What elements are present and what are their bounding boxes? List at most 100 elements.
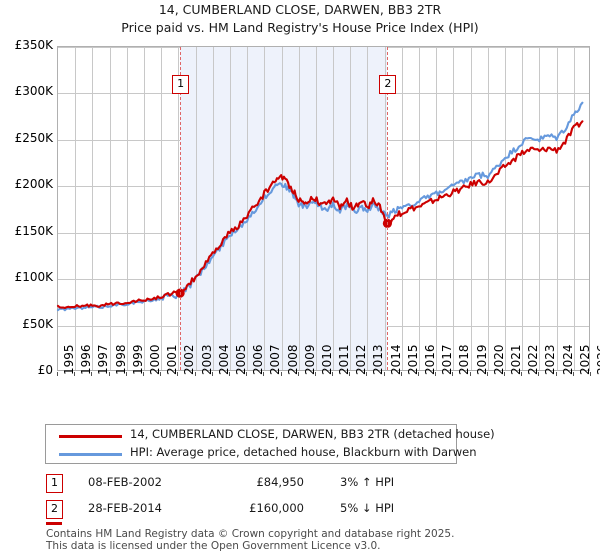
gridline-vertical xyxy=(75,47,77,370)
footer-text: Contains HM Land Registry data © Crown c… xyxy=(46,528,586,552)
gridline-vertical xyxy=(539,47,541,370)
marker-vertical-line xyxy=(180,47,182,370)
transaction-hpi-delta: 3% ↑ HPI xyxy=(340,475,395,489)
gridline-vertical xyxy=(178,47,180,370)
footer-line-2: This data is licensed under the Open Gov… xyxy=(46,540,381,552)
x-axis-tick xyxy=(211,372,213,376)
x-axis-tick xyxy=(142,372,144,376)
series-line xyxy=(56,120,584,310)
x-axis-tick-label: 2009 xyxy=(302,344,317,375)
x-axis-tick xyxy=(452,372,454,376)
x-axis-tick xyxy=(280,372,282,376)
x-axis-tick xyxy=(538,372,540,376)
x-axis-tick-label: 2016 xyxy=(423,344,438,375)
x-axis-tick-label: 2003 xyxy=(199,344,214,375)
x-axis-tick xyxy=(246,372,248,376)
y-axis-tick-label: £100K xyxy=(14,270,53,285)
x-axis-tick xyxy=(228,372,230,376)
x-axis-tick xyxy=(91,372,93,376)
legend-color-swatch xyxy=(59,453,122,456)
transaction-date: 08-FEB-2002 xyxy=(88,475,162,489)
x-axis-tick-label: 2018 xyxy=(457,344,472,375)
x-axis-tick-label: 2001 xyxy=(165,344,180,375)
y-axis-tick-label: £200K xyxy=(14,177,53,192)
x-axis-tick xyxy=(486,372,488,376)
gridline-vertical xyxy=(487,47,489,370)
gridline-vertical xyxy=(505,47,507,370)
marker-vertical-line xyxy=(387,47,389,370)
x-axis-tick xyxy=(521,372,523,376)
gridline-vertical xyxy=(298,47,300,370)
x-axis-tick-label: 2013 xyxy=(371,344,386,375)
x-axis-tick xyxy=(108,372,110,376)
gridline-vertical xyxy=(556,47,558,370)
x-axis-tick-label: 2000 xyxy=(147,344,162,375)
gridline-vertical xyxy=(126,47,128,370)
gridline-vertical xyxy=(453,47,455,370)
x-axis-tick-label: 2021 xyxy=(509,344,524,375)
gridline-vertical xyxy=(161,47,163,370)
x-axis-tick-label: 1995 xyxy=(62,344,76,375)
transaction-index-badge[interactable]: 2 xyxy=(46,500,63,519)
x-axis-tick xyxy=(435,372,437,376)
x-axis-tick xyxy=(194,372,196,376)
y-axis-tick-label: £50K xyxy=(22,316,53,331)
x-axis-tick xyxy=(400,372,402,376)
x-axis-tick-label: 2011 xyxy=(337,344,352,375)
x-axis-tick-label: 2025 xyxy=(577,344,592,375)
x-axis-tick xyxy=(57,372,58,376)
x-axis-tick xyxy=(125,372,127,376)
x-axis-tick-label: 1998 xyxy=(113,344,128,375)
gridline-vertical xyxy=(109,47,111,370)
x-axis-tick-label: 2019 xyxy=(474,344,489,375)
gridline-vertical xyxy=(143,47,145,370)
transaction-point[interactable] xyxy=(382,218,392,228)
x-axis-tick-label: 2024 xyxy=(560,344,575,375)
x-axis-tick xyxy=(349,372,351,376)
gridline-vertical xyxy=(195,47,197,370)
y-axis-tick-label: £250K xyxy=(14,130,53,145)
legend-label: HPI: Average price, detached house, Blac… xyxy=(130,445,477,459)
gridline-vertical xyxy=(92,47,94,370)
transaction-index-badge[interactable]: 1 xyxy=(46,474,63,493)
x-axis-tick xyxy=(383,372,385,376)
gridline-vertical xyxy=(247,47,249,370)
table-row[interactable]: 2 28-FEB-2014 £160,000 5% ↓ HPI xyxy=(0,500,600,524)
gridline-vertical xyxy=(281,47,283,370)
x-axis-tick xyxy=(469,372,471,376)
x-axis-tick-label: 1997 xyxy=(96,344,111,375)
transaction-date: 28-FEB-2014 xyxy=(88,501,162,515)
x-axis-tick xyxy=(555,372,557,376)
x-axis-tick-label: 1996 xyxy=(79,344,94,375)
gridline-vertical xyxy=(315,47,317,370)
x-axis-tick-label: 2005 xyxy=(233,344,248,375)
x-axis-tick xyxy=(297,372,299,376)
x-axis-tick-label: 2015 xyxy=(405,344,420,375)
gridline-vertical xyxy=(573,47,575,370)
y-axis-tick-label: £0 xyxy=(37,363,53,377)
y-axis-tick-label: £300K xyxy=(14,84,53,99)
x-axis-tick xyxy=(590,372,591,376)
x-axis-tick xyxy=(572,372,574,376)
x-axis-tick xyxy=(74,372,76,376)
transaction-price: £160,000 xyxy=(249,501,304,515)
x-axis-tick xyxy=(504,372,506,376)
gridline-vertical xyxy=(384,47,386,370)
page-subtitle: Price paid vs. HM Land Registry's House … xyxy=(121,20,479,35)
gridline-vertical xyxy=(333,47,335,370)
x-axis-tick-label: 2002 xyxy=(182,344,197,375)
gridline-vertical xyxy=(212,47,214,370)
x-axis-tick-label: 2010 xyxy=(319,344,334,375)
table-row[interactable]: 1 08-FEB-2002 £84,950 3% ↑ HPI xyxy=(0,474,600,498)
footer-rule xyxy=(46,522,62,525)
chart-legend: 14, CUMBERLAND CLOSE, DARWEN, BB3 2TR (d… xyxy=(45,424,495,464)
chart-marker-2[interactable]: 2 xyxy=(379,75,397,94)
x-axis-tick-label: 2006 xyxy=(251,344,266,375)
gridline-vertical xyxy=(419,47,421,370)
chart-marker-1[interactable]: 1 xyxy=(172,75,190,94)
legend-color-swatch xyxy=(59,435,122,438)
x-axis-tick xyxy=(160,372,162,376)
x-axis-tick-label: 1999 xyxy=(130,344,145,375)
x-axis-tick-label: 2017 xyxy=(440,344,455,375)
gridline-vertical xyxy=(470,47,472,370)
